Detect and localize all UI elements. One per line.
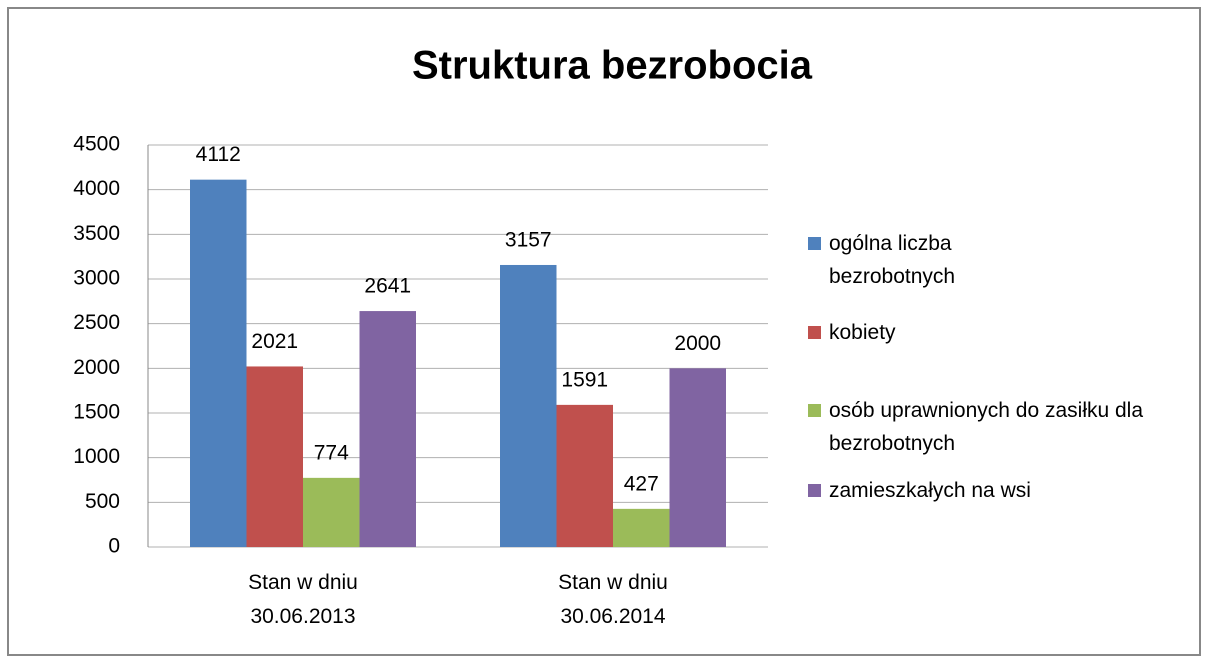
chart-title: Struktura bezrobocia [412, 44, 813, 88]
bar [190, 179, 247, 548]
y-tick-label: 3500 [73, 222, 120, 245]
y-tick-label: 2000 [73, 356, 120, 379]
bar [500, 264, 557, 547]
legend-item: kobiety [808, 316, 1188, 349]
data-label: 427 [624, 472, 659, 495]
legend-label: kobiety [829, 321, 896, 344]
data-label: 2000 [674, 332, 721, 355]
legend-swatch [808, 237, 821, 250]
legend-item: osób uprawnionych do zasiłku dla bezrobo… [808, 394, 1188, 460]
legend-label: zamieszkałych na wsi [829, 479, 1031, 502]
legend-label: osób uprawnionych do zasiłku dla bezrobo… [829, 399, 1144, 455]
bar [303, 477, 360, 547]
legend-label: ogólna liczba bezrobotnych [829, 232, 956, 288]
legend-swatch [808, 404, 821, 417]
y-tick-label: 1000 [73, 445, 120, 468]
bar [246, 366, 303, 547]
y-tick-label: 4000 [73, 177, 120, 200]
y-tick-label: 2500 [73, 311, 120, 334]
legend-item: ogólna liczba bezrobotnych [808, 227, 1188, 293]
bar [556, 404, 613, 547]
data-label: 774 [314, 441, 349, 464]
data-label: 4112 [196, 143, 241, 166]
bar [613, 508, 670, 547]
y-tick-label: 1500 [73, 401, 120, 424]
data-label: 2641 [364, 275, 411, 298]
y-tick-label: 500 [85, 490, 120, 513]
y-tick-label: 4500 [73, 133, 120, 156]
data-label: 2021 [251, 330, 298, 353]
y-tick-label: 3000 [73, 267, 120, 290]
bar [359, 311, 416, 547]
data-label: 1591 [561, 368, 608, 391]
legend-item: zamieszkałych na wsi [808, 474, 1188, 507]
x-tick-label: Stan w dniu 30.06.2014 [558, 571, 668, 628]
x-tick-label: Stan w dniu 30.06.2013 [248, 571, 358, 628]
y-tick-label: 0 [108, 535, 120, 558]
legend-swatch [808, 326, 821, 339]
legend-swatch [808, 484, 821, 497]
data-label: 3157 [505, 229, 552, 252]
bar [669, 368, 726, 547]
